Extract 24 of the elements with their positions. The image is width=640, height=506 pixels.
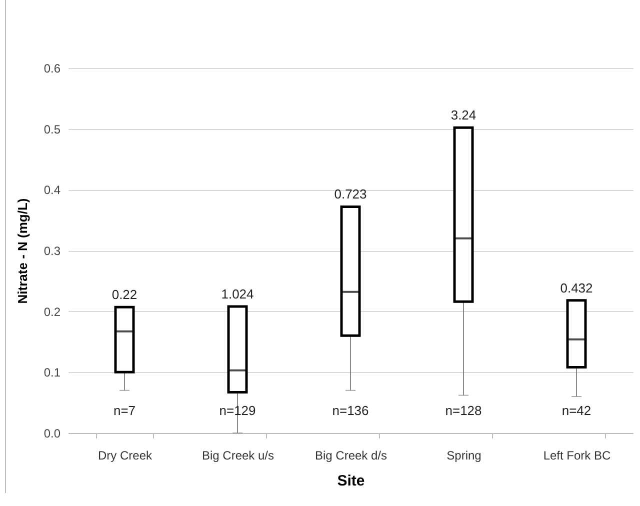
x-tick-label: Dry Creek [98,448,153,462]
annotation: 1.024 [221,286,254,302]
annotation: 0.723 [334,186,367,202]
annotation: 0.22 [112,287,138,302]
y-tick-label: 0.2 [44,304,61,319]
x-axis-title: Site [337,472,365,490]
y-tick-label: 0.0 [44,426,61,440]
x-tick-label: Left Fork BC [543,448,612,462]
y-tick-label: 0.5 [44,122,61,136]
annotation: n=136 [332,403,369,418]
x-tick-label: Spring [446,448,482,462]
y-tick-label: 0.6 [44,62,61,76]
y-tick-label: 0.4 [44,183,61,198]
annotation: n=42 [562,403,592,418]
annotation: n=7 [113,403,136,418]
y-tick-label: 0.1 [44,366,61,380]
annotation: 0.432 [560,280,593,296]
y-axis-title: Nitrate - N (mg/L) [14,198,30,304]
x-tick-label: Big Creek u/s [202,448,274,462]
annotation: n=129 [219,403,256,418]
annotation: n=128 [445,403,482,418]
x-tick-label: Big Creek d/s [314,448,388,462]
annotation: 3.24 [450,108,476,123]
y-tick-label: 0.3 [44,244,61,258]
